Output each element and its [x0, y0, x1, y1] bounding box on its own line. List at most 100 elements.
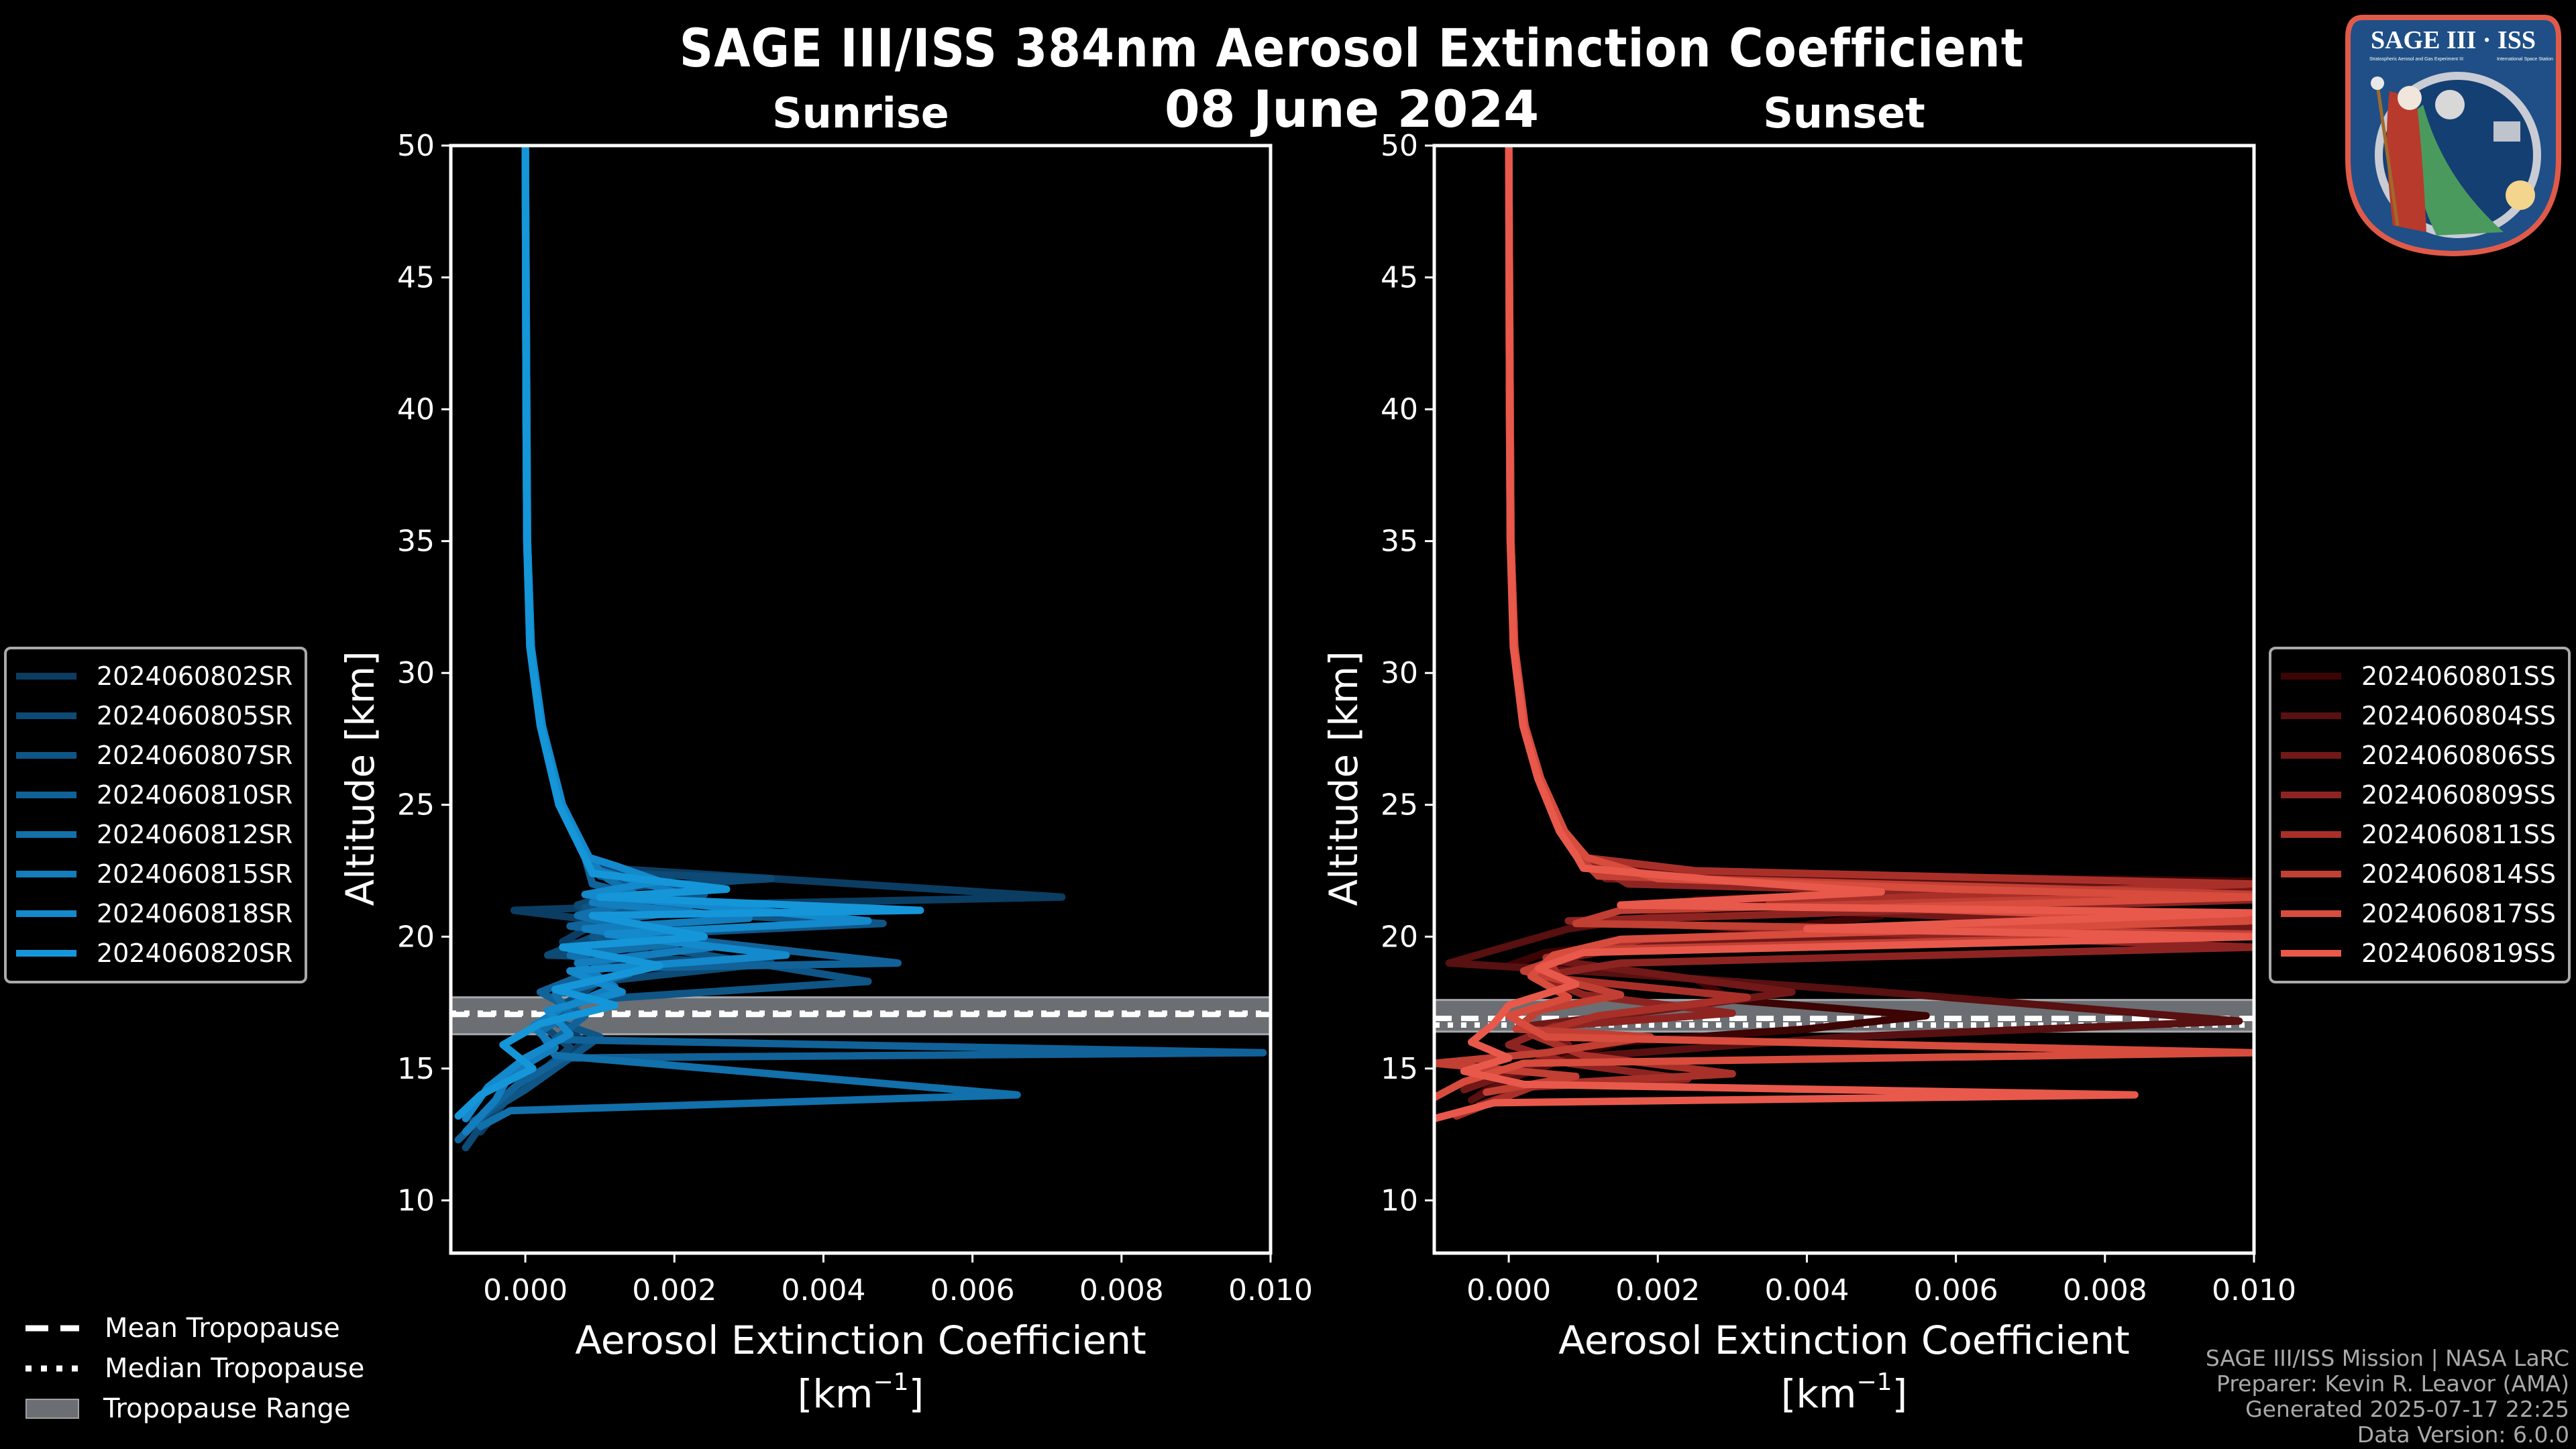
legend-item-tropopause-range: Tropopause Range: [25, 1389, 364, 1429]
line-swatch-icon: [16, 791, 76, 798]
sunrise-legend-item: 2024060807SR: [16, 735, 292, 775]
legend-label: Mean Tropopause: [105, 1313, 340, 1344]
sunrise-legend-item: 2024060815SR: [16, 854, 292, 894]
y-tick-label: 40: [1381, 392, 1418, 427]
x-tick-label: 0.004: [781, 1273, 865, 1307]
legend-label: 2024060812SR: [97, 819, 293, 849]
line-swatch-icon: [16, 910, 76, 917]
sunset-legend-item: 2024060809SS: [2281, 775, 2556, 814]
legend-label: 2024060814SS: [2361, 859, 2557, 889]
x-tick-label: 0.000: [1466, 1273, 1551, 1307]
legend-label: 2024060818SR: [97, 898, 293, 928]
date-title: 08 June 2024: [1164, 79, 1540, 139]
x-tick-label: 0.010: [1228, 1273, 1313, 1307]
line-swatch-icon: [16, 712, 76, 719]
y-axis-label: Altitude [km]: [337, 651, 383, 906]
units-close: ]: [909, 1371, 924, 1417]
sunrise-legend-item: 2024060818SR: [16, 894, 292, 933]
plot-frame: [449, 144, 1273, 1255]
legend-label: 2024060809SS: [2361, 780, 2557, 810]
line-swatch-icon: [2281, 910, 2341, 917]
credit-line-preparer: Preparer: Kevin R. Leavor (AMA): [2216, 1371, 2569, 1397]
legend-label: 2024060810SR: [97, 780, 293, 810]
legend-label: 2024060804SS: [2361, 700, 2557, 731]
legend-label: 2024060805SR: [97, 700, 293, 731]
sunrise-legend-item: 2024060810SR: [16, 775, 292, 814]
legend-label: 2024060801SS: [2361, 661, 2557, 691]
units-exponent: −1: [873, 1368, 909, 1396]
x-tick-label: 0.002: [632, 1273, 716, 1307]
x-axis-units: [km−1]: [798, 1368, 924, 1417]
dashed-line-icon: [25, 1325, 79, 1332]
credits: SAGE III/ISS Mission | NASA LaRC Prepare…: [2206, 1346, 2569, 1448]
line-swatch-icon: [16, 830, 76, 838]
x-tick-label: 0.006: [930, 1273, 1015, 1307]
sunset-legend-item: 2024060814SS: [2281, 854, 2556, 894]
y-tick-label: 50: [1381, 129, 1418, 163]
legend-label: 2024060811SS: [2361, 819, 2557, 849]
y-tick-label: 45: [397, 261, 435, 295]
line-swatch-icon: [2281, 712, 2341, 719]
series-line-2024060812SR: [476, 146, 1021, 1130]
line-swatch-icon: [2281, 672, 2341, 680]
units-exponent: −1: [1857, 1368, 1892, 1396]
credit-line-mission: SAGE III/ISS Mission | NASA LaRC: [2205, 1345, 2569, 1371]
y-tick-label: 25: [1381, 788, 1418, 822]
logo-text: SAGE III · ISS: [2371, 26, 2536, 54]
legend-label: 2024060820SR: [97, 938, 293, 968]
y-tick-label: 20: [397, 920, 435, 954]
legend-label: Median Tropopause: [105, 1353, 365, 1384]
y-axis-label: Altitude [km]: [1321, 651, 1366, 906]
legend-label: 2024060815SR: [97, 859, 293, 889]
plot-area: [451, 146, 1271, 1152]
y-tick-label: 35: [397, 525, 435, 559]
sunset-legend-item: 2024060804SS: [2281, 696, 2556, 735]
legend-label: 2024060806SS: [2361, 740, 2557, 770]
sunset-panel-title: Sunset: [1763, 89, 1925, 138]
x-tick-label: 0.004: [1764, 1273, 1849, 1307]
credit-line-generated: Generated 2025-07-17 22:25: [2245, 1396, 2569, 1422]
legend-label: 2024060817SS: [2361, 898, 2557, 928]
plot-frame: [1432, 144, 2256, 1255]
y-tick-label: 10: [397, 1183, 435, 1218]
units-base: [km: [1781, 1371, 1857, 1417]
x-axis-units: [km−1]: [1781, 1368, 1907, 1417]
y-tick-label: 25: [397, 788, 435, 822]
sunset-panel: 0.000 0.002 0.004 0.006 0.008 0.010 10 15 20 25 30…: [1321, 129, 2296, 1417]
x-axis-label: Aerosol Extinction Coefficient: [575, 1318, 1146, 1363]
y-tick-label: 15: [397, 1052, 435, 1086]
y-tick-label: 40: [397, 392, 435, 427]
line-swatch-icon: [2281, 870, 2341, 877]
legend-item-mean-tropopause: Mean Tropopause: [25, 1308, 364, 1348]
legend-label: Tropopause Range: [103, 1393, 351, 1424]
x-tick-label: 0.002: [1615, 1273, 1700, 1307]
sunrise-legend-item: 2024060820SR: [16, 933, 292, 973]
credit-line-version: Data Version: 6.0.0: [2357, 1421, 2569, 1448]
sunset-legend-item: 2024060811SS: [2281, 814, 2556, 854]
x-tick-label: 0.008: [2063, 1273, 2147, 1307]
band-swatch-icon: [25, 1399, 79, 1419]
line-swatch-icon: [2281, 949, 2341, 957]
line-swatch-icon: [16, 672, 76, 680]
plot-area: [1434, 146, 2254, 1122]
line-swatch-icon: [16, 751, 76, 759]
y-tick-label: 35: [1381, 525, 1418, 559]
sunset-legend-item: 2024060801SS: [2281, 656, 2556, 696]
x-tick-label: 0.000: [483, 1273, 568, 1307]
sunrise-panel-title: Sunrise: [772, 89, 949, 138]
line-swatch-icon: [2281, 751, 2341, 759]
legend-label: 2024060819SS: [2361, 938, 2557, 968]
sunrise-panel: 0.000 0.002 0.004 0.006 0.008 0.010 10 15 20 25 30…: [337, 129, 1313, 1417]
main-title: SAGE III/ISS 384nm Aerosol Extinction Co…: [679, 19, 2025, 79]
sage-iii-iss-logo: SAGE III · ISS Stratospheric Aerosol and…: [2345, 15, 2561, 257]
sunset-legend-item: 2024060819SS: [2281, 933, 2556, 973]
sunrise-legend-item: 2024060805SR: [16, 696, 292, 735]
line-swatch-icon: [16, 949, 76, 957]
x-axis-label: Aerosol Extinction Coefficient: [1558, 1318, 2130, 1363]
line-swatch-icon: [16, 870, 76, 877]
y-tick-label: 20: [1381, 920, 1418, 954]
sunrise-legend-item: 2024060812SR: [16, 814, 292, 854]
y-tick-label: 30: [397, 656, 435, 690]
y-tick-label: 10: [1381, 1183, 1418, 1218]
